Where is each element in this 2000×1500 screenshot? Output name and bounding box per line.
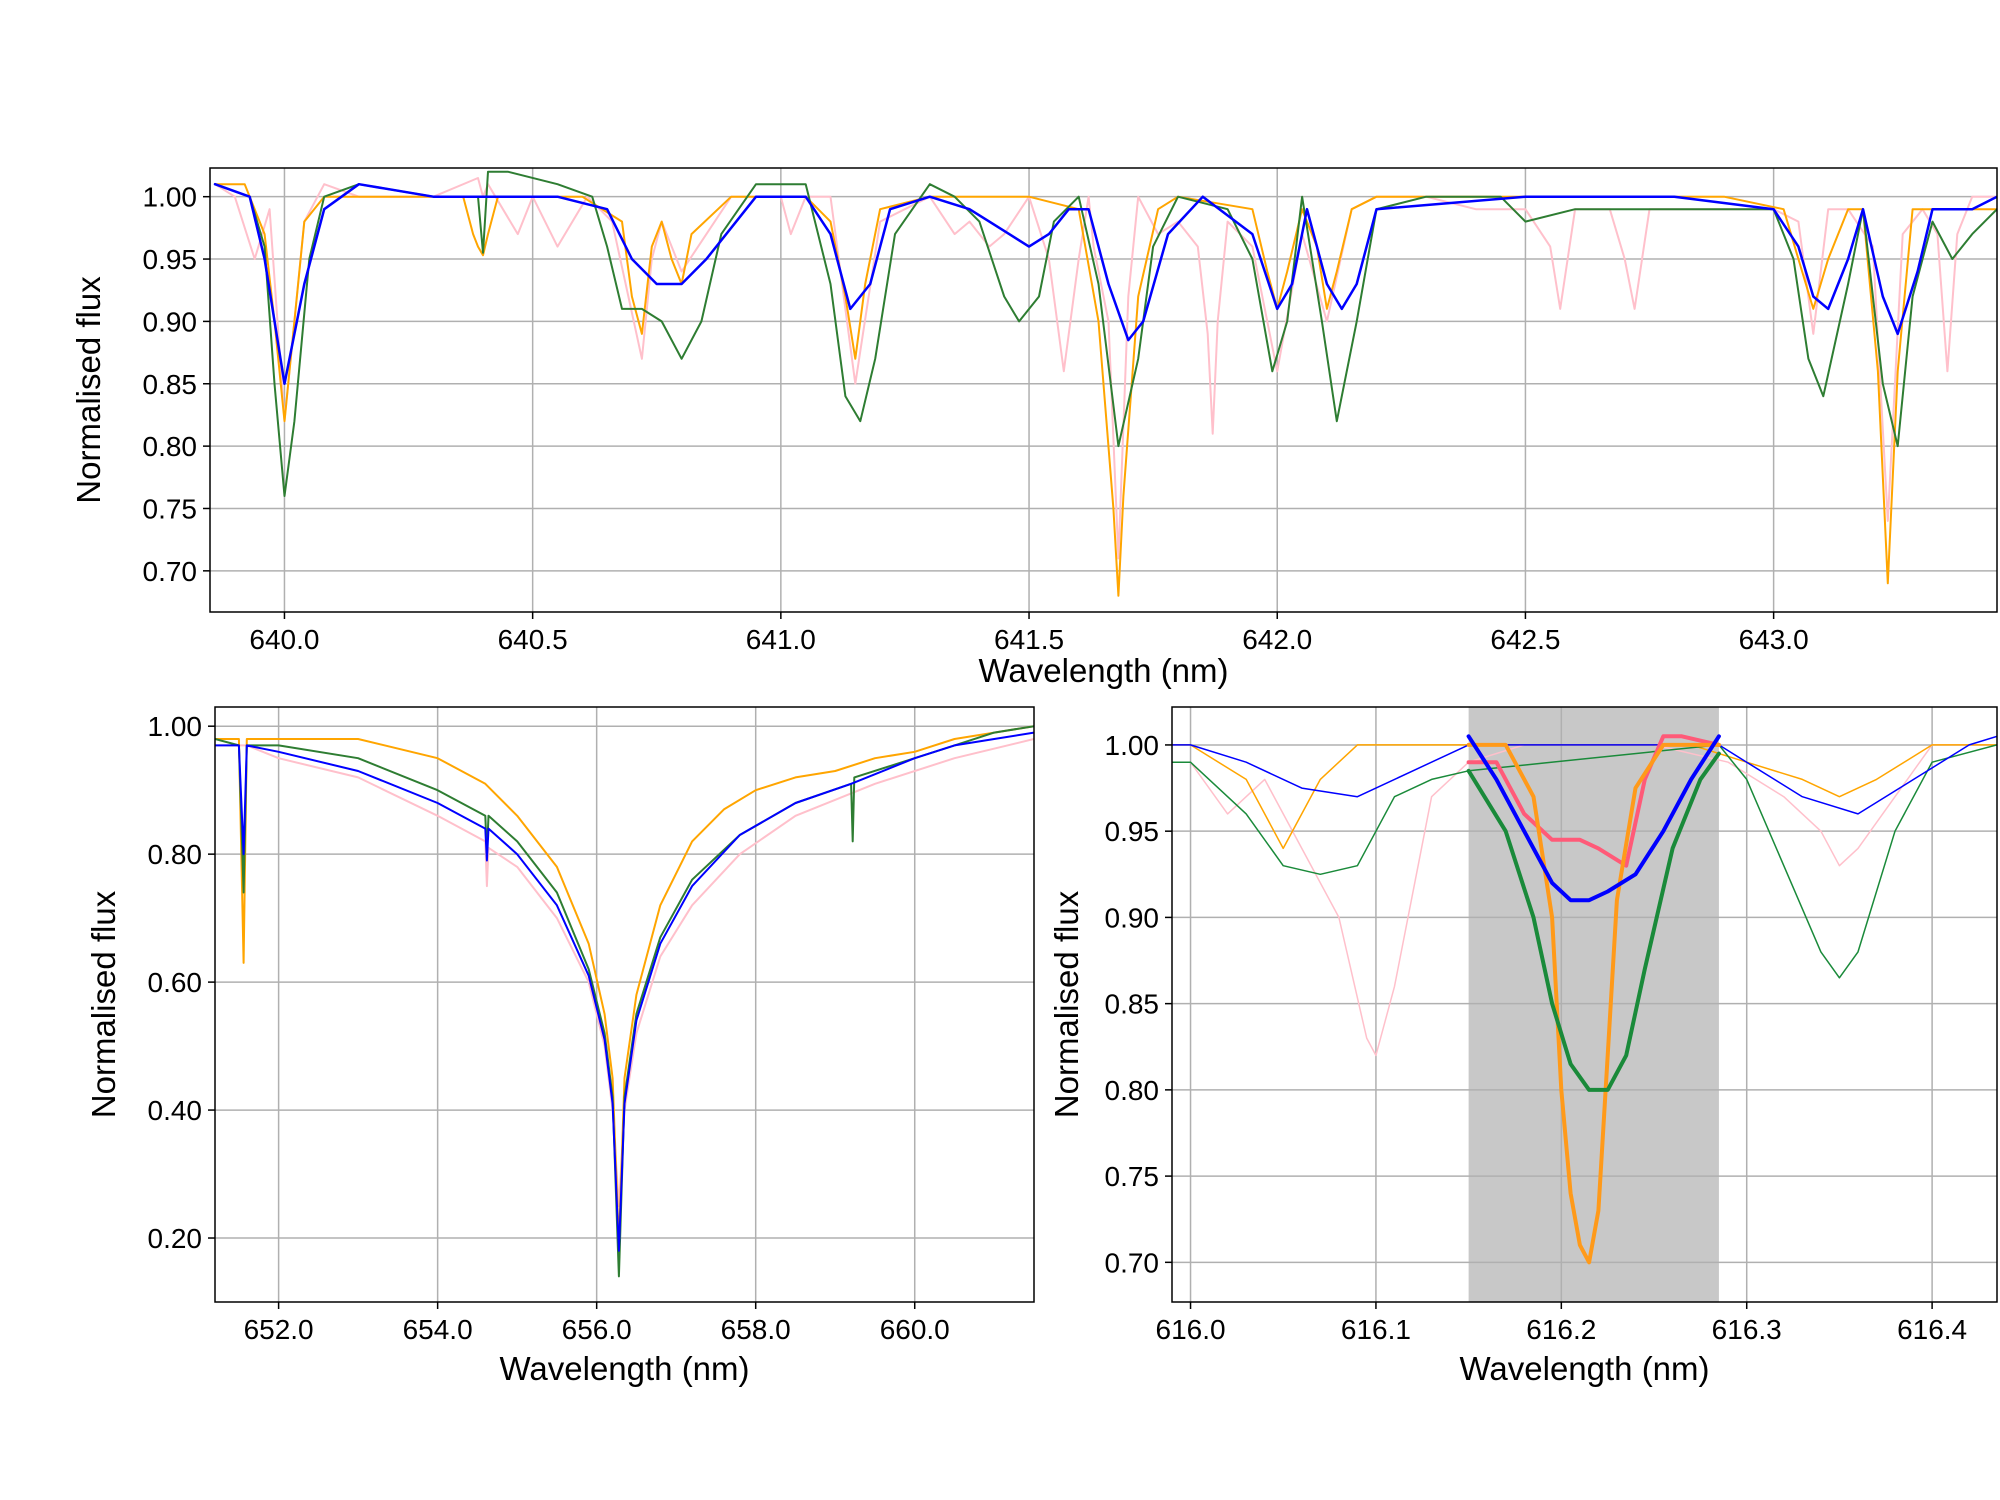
x-tick-label: 642.5 (1490, 624, 1560, 655)
y-tick-label: 0.90 (1105, 902, 1160, 933)
plot-frame (1171, 706, 1998, 1303)
series-line-7 (1466, 751, 1721, 1092)
panel-bottom-left: 652.0 654.0 656.0 658.0 660.0 0.20 0.40 0.60 0.8… (85, 706, 1035, 1387)
y-tick-label: 1.00 (1105, 730, 1160, 761)
plot-frame (209, 167, 1998, 613)
x-axis-label: Wavelength (nm) (499, 1350, 749, 1387)
y-tick-label: 0.75 (1105, 1161, 1160, 1192)
series-line-3 (1172, 744, 1997, 979)
x-tick-label: 654.0 (403, 1314, 473, 1345)
x-tick-label: 616.1 (1341, 1314, 1411, 1345)
series-line-4 (213, 182, 1997, 386)
y-axis-label: Normalised flux (85, 890, 122, 1118)
series-line-4 (215, 731, 1034, 1252)
y-tick-label: 0.70 (1105, 1247, 1160, 1278)
plot-frame (214, 706, 1035, 1303)
x-tick-label: 643.0 (1739, 624, 1809, 655)
y-tick-label: 0.40 (148, 1095, 203, 1126)
y-tick-label: 0.80 (143, 431, 198, 462)
y-tick-label: 0.85 (1105, 989, 1160, 1020)
y-tick-label: 0.85 (143, 369, 198, 400)
y-tick-label: 0.60 (148, 967, 203, 998)
x-tick-label: 640.0 (249, 624, 319, 655)
y-tick-label: 0.95 (1105, 816, 1160, 847)
panel-bottom-right: 616.0 616.1 616.2 616.3 616.4 0.70 0.75 0.80 0.8… (1048, 706, 1998, 1387)
series-group (213, 170, 1997, 597)
series-line-5 (1466, 734, 1721, 868)
x-tick-label: 642.0 (1242, 624, 1312, 655)
y-axis-label: Normalised flux (70, 276, 107, 504)
x-tick-label: 616.0 (1156, 1314, 1226, 1345)
x-tick-label: 616.3 (1712, 1314, 1782, 1345)
x-tick-label: 616.4 (1897, 1314, 1967, 1345)
series-line-2 (214, 183, 1997, 597)
x-tick-label: 641.5 (994, 624, 1064, 655)
x-tick-label: 656.0 (562, 1314, 632, 1345)
y-tick-label: 0.75 (143, 493, 198, 524)
x-tick-label: 658.0 (721, 1314, 791, 1345)
x-tick-label: 652.0 (244, 1314, 314, 1345)
x-tick-label: 616.2 (1526, 1314, 1596, 1345)
series-line-6 (1466, 742, 1721, 1265)
y-tick-label: 0.80 (1105, 1075, 1160, 1106)
x-axis-label: Wavelength (nm) (978, 652, 1228, 689)
panels: 640.0 640.5 641.0 641.5 642.0 642.5 643.0 0.70 0… (70, 167, 1998, 1387)
series-group (1172, 734, 1997, 1265)
series-line-3 (214, 170, 1997, 497)
y-tick-label: 0.70 (143, 556, 198, 587)
y-tick-label: 1.00 (143, 182, 198, 213)
y-tick-label: 1.00 (148, 711, 203, 742)
y-tick-label: 0.90 (143, 306, 198, 337)
series-line-8 (1466, 734, 1721, 903)
x-axis-label: Wavelength (nm) (1459, 1350, 1709, 1387)
y-tick-label: 0.95 (143, 244, 198, 275)
x-tick-label: 641.0 (746, 624, 816, 655)
y-tick-label: 0.80 (148, 839, 203, 870)
x-tick-label: 660.0 (880, 1314, 950, 1345)
y-axis-label: Normalised flux (1048, 890, 1085, 1118)
series-group (215, 725, 1034, 1278)
series-line-4 (1172, 735, 1997, 815)
y-tick-label: 0.20 (148, 1223, 203, 1254)
panel-top: 640.0 640.5 641.0 641.5 642.0 642.5 643.0 0.70 0… (70, 167, 1998, 689)
x-tick-label: 640.5 (498, 624, 568, 655)
